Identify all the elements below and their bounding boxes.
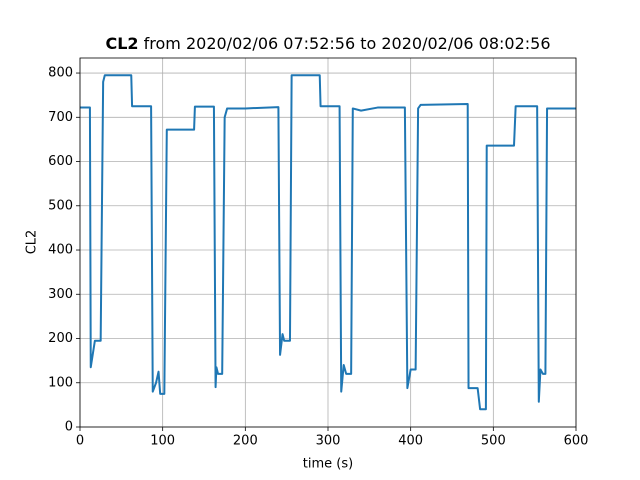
- y-tick-label: 0: [65, 420, 73, 435]
- data-line: [80, 74, 576, 411]
- x-tick-label: 100: [150, 434, 175, 449]
- y-tick-label: 800: [48, 66, 73, 81]
- y-tick-label: 100: [48, 375, 73, 390]
- plot-frame: [79, 57, 577, 428]
- x-tick-label: 600: [564, 434, 589, 449]
- y-tick-label: 500: [48, 198, 73, 213]
- y-axis-label: CL2: [25, 230, 40, 255]
- chart-title: CL2 from 2020/02/06 07:52:56 to 2020/02/…: [105, 34, 550, 53]
- y-tick-label: 600: [48, 154, 73, 169]
- x-tick-label: 300: [316, 434, 341, 449]
- x-tick-label: 0: [76, 434, 84, 449]
- x-tick-label: 500: [481, 434, 506, 449]
- y-tick-label: 700: [48, 110, 73, 125]
- y-tick-label: 200: [48, 331, 73, 346]
- x-axis-label: time (s): [303, 457, 353, 472]
- y-tick-label: 300: [48, 287, 73, 302]
- title-rest: from 2020/02/06 07:52:56 to 2020/02/06 0…: [144, 34, 551, 53]
- x-tick-label: 400: [398, 434, 423, 449]
- y-tick-label: 400: [48, 243, 73, 258]
- title-bold: CL2: [105, 34, 138, 53]
- x-tick-label: 200: [233, 434, 258, 449]
